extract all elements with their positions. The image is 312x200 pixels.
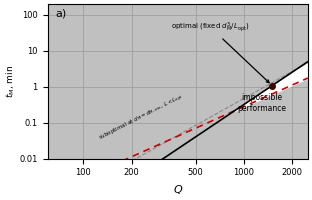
Text: suboptimal at $d_\mathrm{M} = d_\mathrm{M,min}$, $L < L_\mathrm{opt}$: suboptimal at $d_\mathrm{M} = d_\mathrm{… — [97, 92, 185, 144]
X-axis label: $Q$: $Q$ — [173, 183, 183, 196]
Y-axis label: $t_\mathrm{M}$, min: $t_\mathrm{M}$, min — [4, 65, 17, 98]
Text: impossible
performance: impossible performance — [238, 93, 287, 113]
Text: a): a) — [55, 9, 66, 19]
Text: optimal (fixed $d_\mathrm{M}^3/L_\mathrm{opt}$): optimal (fixed $d_\mathrm{M}^3/L_\mathrm… — [171, 21, 269, 83]
